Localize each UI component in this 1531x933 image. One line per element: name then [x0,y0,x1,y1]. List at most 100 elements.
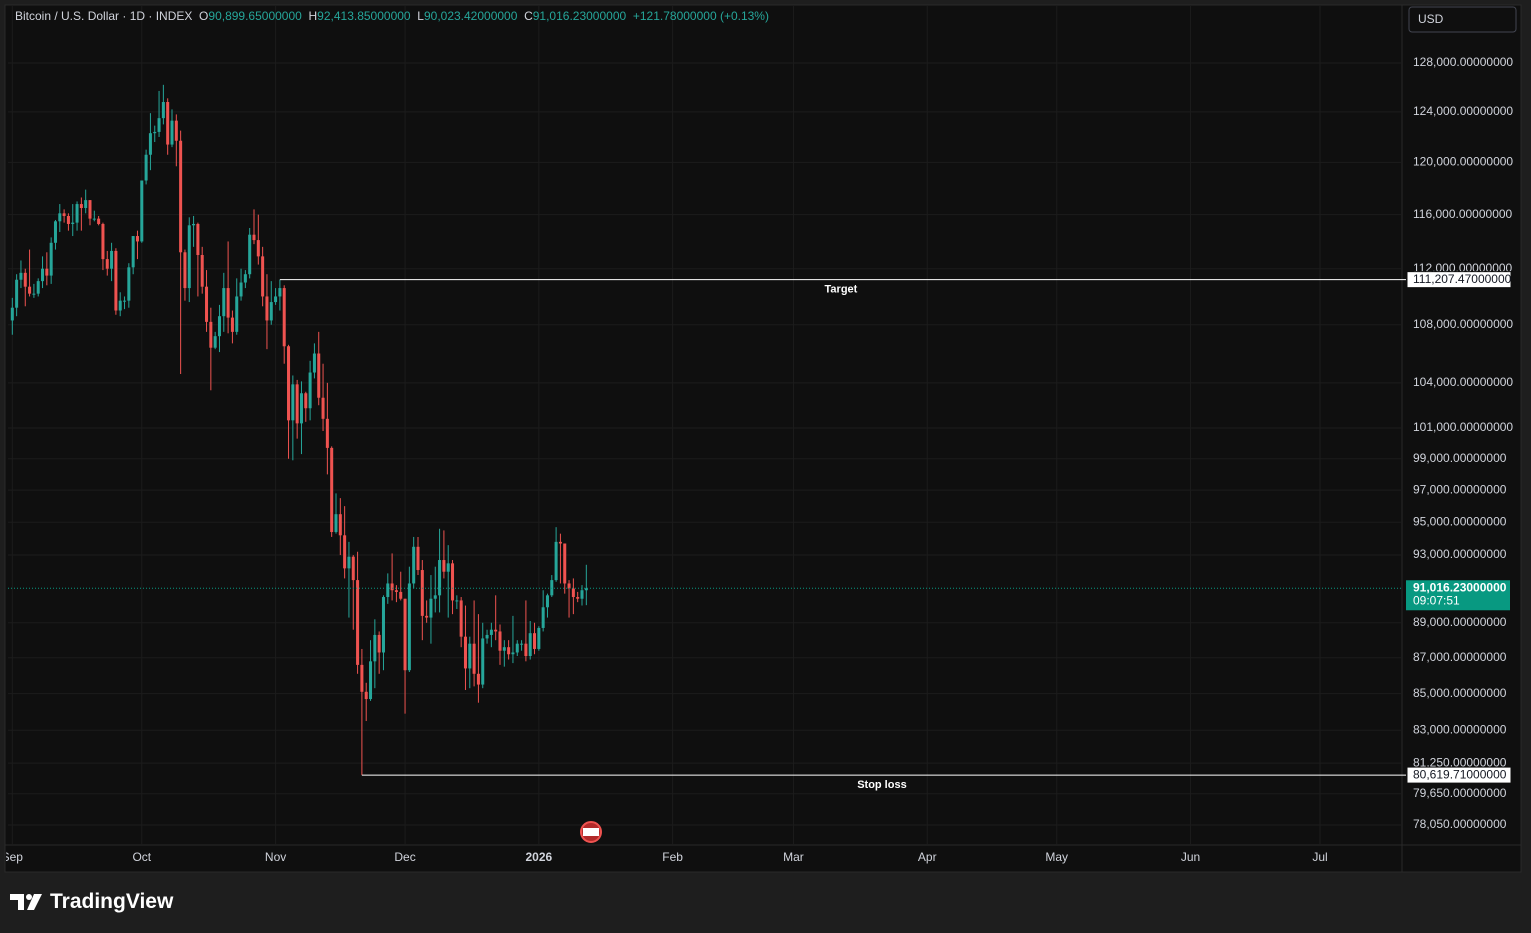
candle-body [403,598,407,671]
y-tick-label: 97,000.00000000 [1413,482,1507,496]
events-icon[interactable] [580,821,602,843]
close-label: C [524,9,533,23]
y-tick-label: 87,000.00000000 [1413,650,1507,664]
candle-body [226,288,230,318]
x-tick-label: Jul [1312,850,1327,864]
candle-body [243,274,247,283]
candle-body [481,638,485,685]
candle-body [118,300,122,311]
candle-body [299,393,303,424]
candle-body [563,543,567,584]
last-price-label: 91,016.23000000 [1413,580,1507,594]
candle-body [97,218,101,224]
candle-body [75,204,79,223]
candle-body [438,560,442,596]
candle-body [425,615,429,618]
candle-body [451,563,455,601]
candle-body [144,154,148,181]
y-tick-label: 89,000.00000000 [1413,615,1507,629]
candle-body [101,223,105,260]
candle-body [558,541,562,544]
candle-body [386,583,390,598]
x-tick-label: Mar [783,850,804,864]
candle-body [442,560,446,572]
y-tick-label: 120,000.00000000 [1413,155,1513,169]
candle-body [463,636,467,669]
candle-body [278,288,282,297]
level-price-label: 80,619.71000000 [1413,767,1507,781]
candle-body [576,597,580,599]
x-tick-label: Nov [265,850,286,864]
candle-body [567,583,571,589]
candle-body [304,393,308,409]
last-price-box [1406,580,1510,611]
currency-label[interactable]: USD [1418,12,1444,26]
candle-body [381,597,385,653]
candle-body [166,102,170,145]
event-flag [583,828,599,836]
candle-body [49,242,53,276]
candle-body [127,267,131,301]
candle-body [347,556,351,569]
candle-body [528,633,532,657]
candle-body [196,223,200,256]
brand-name[interactable]: TradingView [50,890,174,913]
candle-body [412,546,416,584]
x-tick-label: May [1045,850,1068,864]
y-tick-label: 99,000.00000000 [1413,451,1507,465]
brand[interactable]: TradingView [10,890,173,914]
candle-body [394,590,398,592]
x-tick-label: Sep [2,850,24,864]
open-value: 90,899.65000000 [208,9,302,23]
candle-body [502,647,506,651]
candle-body [53,221,57,243]
candle-body [325,418,329,448]
candle-body [230,317,234,332]
level-price-box [1406,766,1512,784]
candle-body [170,120,174,145]
chart-background [4,4,1522,873]
change-value: +121.78000000 (+0.13%) [632,9,769,23]
candle-body [571,588,575,598]
candle-body [468,643,472,669]
currency-button[interactable] [1408,6,1517,33]
candle-body [287,346,291,421]
candle-body [429,598,433,618]
legend-header: Bitcoin / U.S. Dollar · 1D · INDEX O90,8… [15,9,769,23]
y-tick-label: 108,000.00000000 [1413,317,1513,331]
y-tick-label: 128,000.00000000 [1413,55,1513,69]
candle-body [390,583,394,591]
candle-body [269,302,273,321]
candle-body [153,131,157,134]
candle-body [369,661,373,700]
level-name: Target [825,284,858,296]
y-tick-label: 116,000.00000000 [1413,207,1513,221]
candle-body [446,563,450,572]
candle-body [399,591,403,599]
candle-body [235,296,239,332]
x-tick-label: Feb [662,850,683,864]
candle-body [205,286,209,322]
y-tick-label: 78,050.00000000 [1413,817,1507,831]
candle-body [550,580,554,596]
candle-body [520,643,524,645]
y-tick-label: 79,650.00000000 [1413,786,1507,800]
open-label: O [199,9,209,23]
candle-body [36,281,40,294]
y-tick-label: 85,000.00000000 [1413,686,1507,700]
candle-body [377,634,381,653]
candle-body [545,595,549,608]
candle-body [524,643,528,657]
candle-body [472,643,476,674]
candle-body [71,222,75,224]
candle-body [537,627,541,649]
candle-body [105,259,109,269]
candle-body [373,634,377,662]
candle-body [157,118,161,132]
candle-body [351,556,355,581]
countdown-label: 09:07:51 [1413,593,1460,607]
y-tick-label: 93,000.00000000 [1413,547,1507,561]
candle-body [476,673,480,685]
